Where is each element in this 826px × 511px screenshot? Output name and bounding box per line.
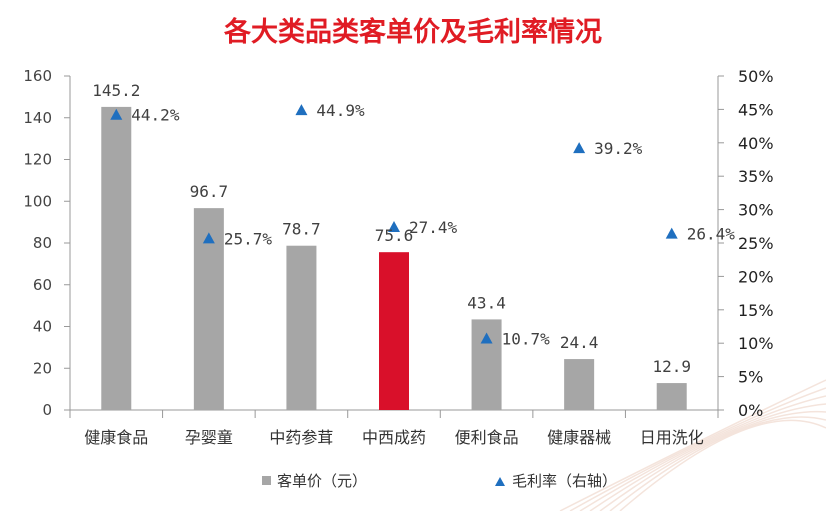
right-tick-label: 15% xyxy=(738,301,774,320)
left-tick-label: 20 xyxy=(33,359,52,377)
right-tick-label: 35% xyxy=(738,167,774,186)
right-tick-label: 25% xyxy=(738,234,774,253)
right-tick-label: 5% xyxy=(738,368,763,387)
left-tick-label: 60 xyxy=(33,276,52,294)
right-tick-label: 10% xyxy=(738,334,774,353)
left-tick-label: 140 xyxy=(23,109,52,127)
decor-curve xyxy=(609,416,826,511)
bar-value-label: 75.6 xyxy=(375,226,414,245)
right-tick-label: 50% xyxy=(738,67,774,86)
bar-value-label: 145.2 xyxy=(92,81,140,100)
data-labels: 145.2 96.7 78.7 75.6 43.4 24.4 12.9 44.2% 25.7% 4… xyxy=(92,81,735,376)
category-label: 中药参茸 xyxy=(269,428,333,447)
margin-value-label: 27.4% xyxy=(409,218,458,237)
bar-value-label: 96.7 xyxy=(190,182,229,201)
left-tick-label: 160 xyxy=(23,67,52,85)
bar xyxy=(564,359,595,410)
margin-value-label: 39.2% xyxy=(594,139,643,158)
legend-bar-label: 客单价（元） xyxy=(277,472,367,490)
margin-marker xyxy=(573,142,586,154)
margin-marker xyxy=(480,332,493,344)
category-label: 健康器械 xyxy=(547,428,611,447)
margin-marker xyxy=(110,108,123,120)
margin-markers xyxy=(110,104,678,344)
bar-value-label: 43.4 xyxy=(467,293,506,312)
bar xyxy=(286,245,317,410)
decor-curve xyxy=(569,387,826,511)
bar xyxy=(101,106,132,411)
category-label: 便利食品 xyxy=(455,428,519,447)
category-label: 孕婴童 xyxy=(185,428,233,447)
left-tick-label: 80 xyxy=(33,234,52,252)
bar xyxy=(656,383,687,410)
decor-curve xyxy=(599,410,826,511)
margin-marker xyxy=(295,104,308,116)
left-tick-label: 120 xyxy=(23,151,52,169)
right-tick-label: 20% xyxy=(738,267,774,286)
right-tick-label: 45% xyxy=(738,100,774,119)
category-label: 健康食品 xyxy=(84,428,148,447)
margin-marker xyxy=(202,232,215,244)
margin-value-label: 44.2% xyxy=(131,106,180,125)
category-label: 日用洗化 xyxy=(640,428,704,447)
margin-value-label: 44.9% xyxy=(316,101,365,120)
bar-value-label: 24.4 xyxy=(560,333,599,352)
right-tick-label: 40% xyxy=(738,134,774,153)
bar-value-label: 12.9 xyxy=(652,357,691,376)
decor-curve xyxy=(589,403,826,511)
right-tick-label: 0% xyxy=(738,401,763,420)
bar xyxy=(379,252,409,410)
left-tick-label: 0 xyxy=(42,401,52,419)
margin-marker xyxy=(665,227,678,239)
decor-curve xyxy=(619,419,826,511)
legend-marker-label: 毛利率（右轴） xyxy=(512,472,617,490)
legend-marker-swatch xyxy=(495,477,505,486)
margin-value-label: 26.4% xyxy=(687,225,736,244)
margin-value-label: 25.7% xyxy=(224,229,273,248)
margin-marker xyxy=(388,220,400,232)
left-tick-label: 100 xyxy=(23,192,52,210)
decor-curve xyxy=(579,395,826,511)
legend: 客单价（元） 毛利率（右轴） xyxy=(262,472,617,490)
legend-bar-swatch xyxy=(262,476,271,485)
bar-value-label: 78.7 xyxy=(282,220,321,239)
category-label: 中西成药 xyxy=(362,428,426,447)
chart-title: 各大类品类客单价及毛利率情况 xyxy=(224,17,602,48)
background-decoration xyxy=(559,379,826,511)
margin-value-label: 10.7% xyxy=(502,330,551,349)
right-tick-label: 30% xyxy=(738,201,774,220)
left-tick-label: 40 xyxy=(33,318,52,336)
decor-curve xyxy=(559,379,826,511)
